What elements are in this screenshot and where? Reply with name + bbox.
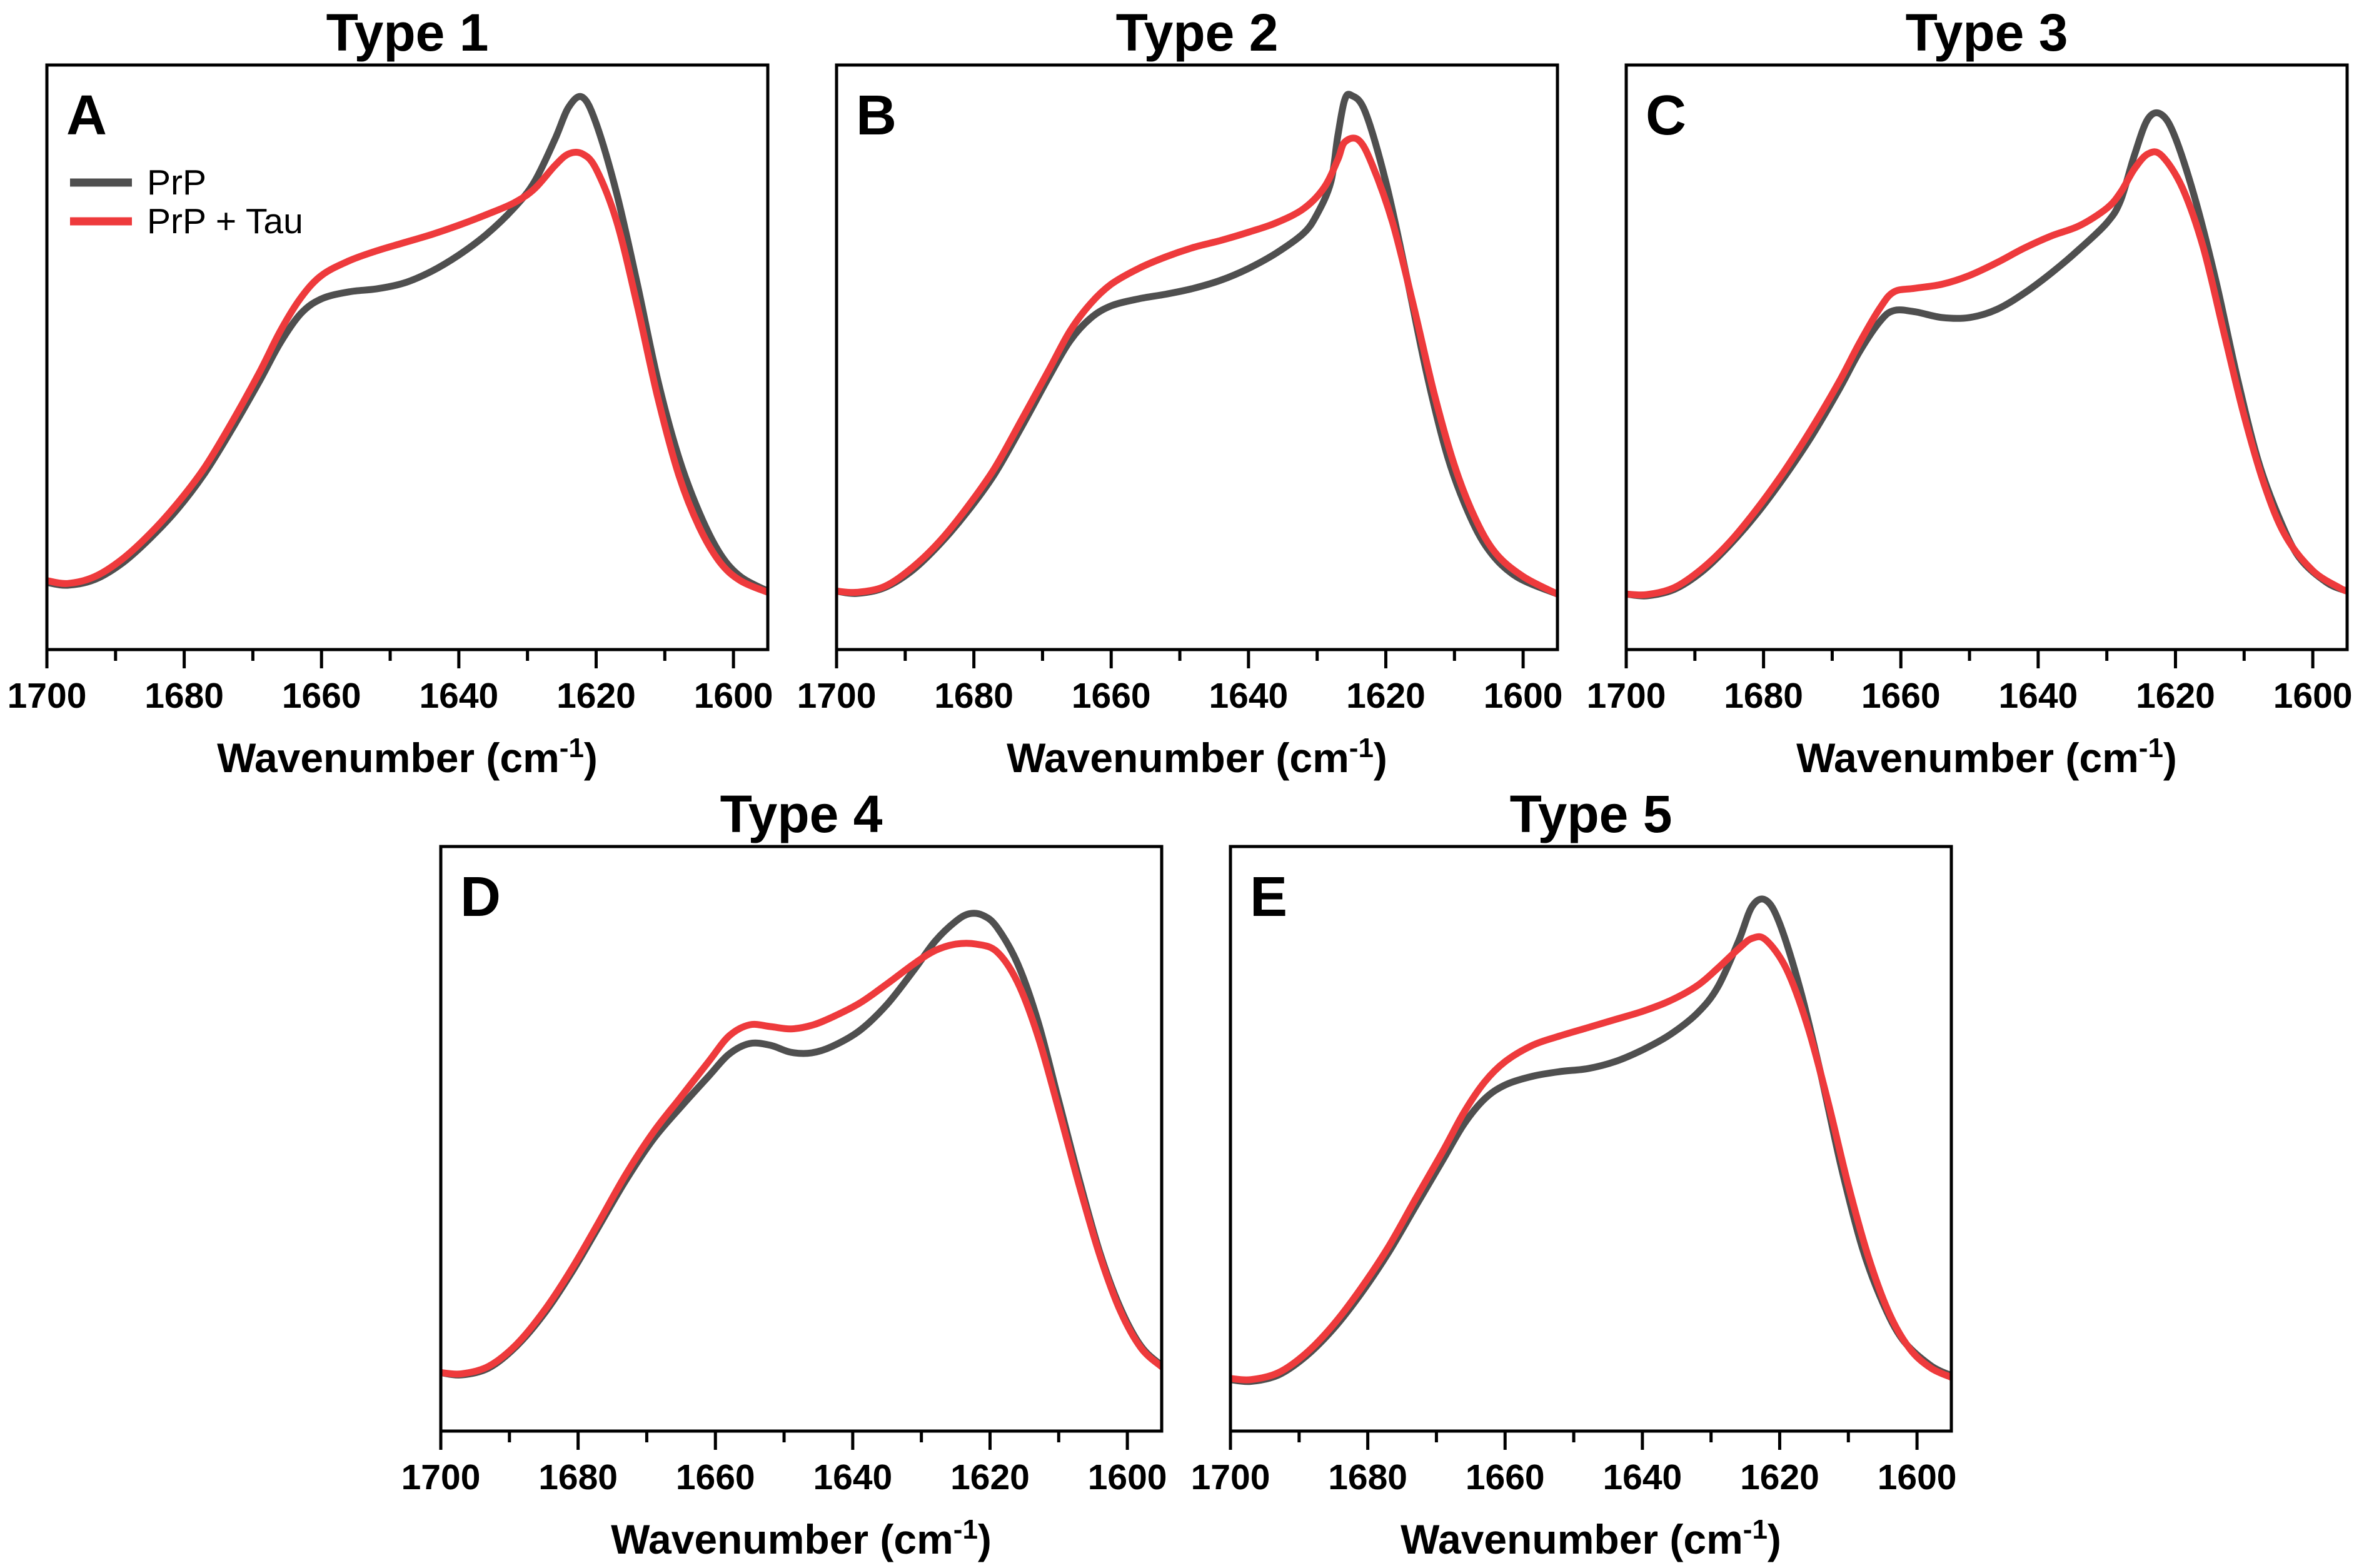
- x-tick-label: 1620: [556, 676, 636, 716]
- x-tick-label: 1680: [1328, 1457, 1407, 1497]
- x-axis-label: Wavenumber (cm-1): [1401, 1514, 1781, 1562]
- panel-C-plot: 1700 1680 1660 1640 1620 1600 Wavenumber (cm-1…: [1587, 63, 2353, 781]
- plot-box: [439, 845, 1164, 1433]
- x-tick-label: 1700: [1191, 1457, 1270, 1497]
- plot-box: [45, 63, 770, 651]
- x-axis-ticks: 1700 1680 1660 1640 1620 1600: [1191, 1431, 1957, 1497]
- x-axis-label: Wavenumber (cm-1): [1007, 733, 1387, 781]
- x-axis-label: Wavenumber (cm-1): [1796, 733, 2177, 781]
- x-tick-label: 1600: [1484, 676, 1563, 716]
- x-tick-label: 1700: [401, 1457, 481, 1497]
- x-axis-label: Wavenumber (cm-1): [217, 733, 598, 781]
- x-tick-label: 1640: [1602, 1457, 1682, 1497]
- curve-prp-tau: [837, 134, 1557, 598]
- x-tick-label: 1660: [1072, 676, 1151, 716]
- curves-group: [441, 910, 1162, 1379]
- panel-D-plot: 1700 1680 1660 1640 1620 1600 Wavenumber (cm-1…: [401, 845, 1167, 1562]
- x-tick-label: 1700: [8, 676, 87, 716]
- panel-B-plot: 1700 1680 1660 1640 1620 1600 Wavenumber (cm-1…: [797, 63, 1563, 781]
- curve-prp-tau: [1230, 933, 1951, 1384]
- x-tick-label: 1680: [934, 676, 1014, 716]
- x-tick-label: 1600: [1088, 1457, 1167, 1497]
- panel-title-type-3: Type 3: [1905, 3, 2068, 62]
- panel-letter: C: [1646, 84, 1686, 147]
- curve-prp-tau: [441, 940, 1162, 1378]
- x-axis-ticks: 1700 1680 1660 1640 1620 1600: [401, 1431, 1167, 1497]
- panel-title-type-5: Type 5: [1509, 785, 1672, 843]
- x-tick-label: 1660: [282, 676, 361, 716]
- legend-label-prp: PrP: [147, 163, 206, 203]
- curve-prp: [837, 91, 1557, 598]
- x-tick-label: 1640: [1209, 676, 1288, 716]
- x-axis-label: Wavenumber (cm-1): [611, 1514, 992, 1562]
- x-tick-label: 1680: [144, 676, 224, 716]
- x-tick-label: 1660: [1861, 676, 1941, 716]
- curve-prp-tau: [1626, 148, 2347, 599]
- panel-E-plot: 1700 1680 1660 1640 1620 1600 Wavenumber (cm-1…: [1191, 845, 1957, 1562]
- x-tick-label: 1600: [694, 676, 773, 716]
- x-axis-ticks: 1700 1680 1660 1640 1620 1600: [8, 650, 773, 716]
- panel-letter: B: [856, 84, 897, 147]
- panel-title-type-2: Type 2: [1115, 3, 1279, 62]
- panel-letter: E: [1250, 866, 1287, 928]
- panel-letter: A: [66, 84, 107, 147]
- x-tick-label: 1660: [676, 1457, 755, 1497]
- x-tick-label: 1620: [950, 1457, 1030, 1497]
- panel-title-type-1: Type 1: [326, 3, 489, 62]
- x-axis-ticks: 1700 1680 1660 1640 1620 1600: [797, 650, 1563, 716]
- plot-box: [835, 63, 1559, 651]
- x-tick-label: 1660: [1466, 1457, 1545, 1497]
- panel-A-plot: 1700 1680 1660 1640 1620 1600 Wavenumber (cm-1…: [8, 63, 773, 781]
- x-tick-label: 1600: [1878, 1457, 1957, 1497]
- x-tick-label: 1700: [797, 676, 877, 716]
- x-tick-label: 1600: [2273, 676, 2353, 716]
- curve-prp: [1230, 895, 1951, 1385]
- x-tick-label: 1640: [1998, 676, 2078, 716]
- x-tick-label: 1680: [1724, 676, 1803, 716]
- plot-box: [1624, 63, 2349, 651]
- plot-box: [1229, 845, 1953, 1433]
- x-tick-label: 1640: [419, 676, 498, 716]
- x-tick-label: 1620: [1346, 676, 1426, 716]
- x-tick-label: 1680: [538, 1457, 618, 1497]
- x-axis-ticks: 1700 1680 1660 1640 1620 1600: [1587, 650, 2353, 716]
- x-tick-label: 1620: [1740, 1457, 1819, 1497]
- x-tick-label: 1620: [2136, 676, 2215, 716]
- curve-prp: [47, 93, 768, 595]
- curve-prp: [1626, 109, 2347, 600]
- curves-group: [837, 91, 1557, 598]
- legend-label-prp-tau: PrP + Tau: [147, 201, 303, 241]
- panel-title-type-4: Type 4: [720, 785, 883, 843]
- curves-group: [1626, 109, 2347, 600]
- curve-prp-tau: [47, 148, 768, 596]
- x-tick-label: 1640: [813, 1457, 892, 1497]
- curves-group: [47, 93, 768, 596]
- curves-group: [1230, 895, 1951, 1385]
- panel-letter: D: [460, 866, 501, 928]
- x-tick-label: 1700: [1587, 676, 1666, 716]
